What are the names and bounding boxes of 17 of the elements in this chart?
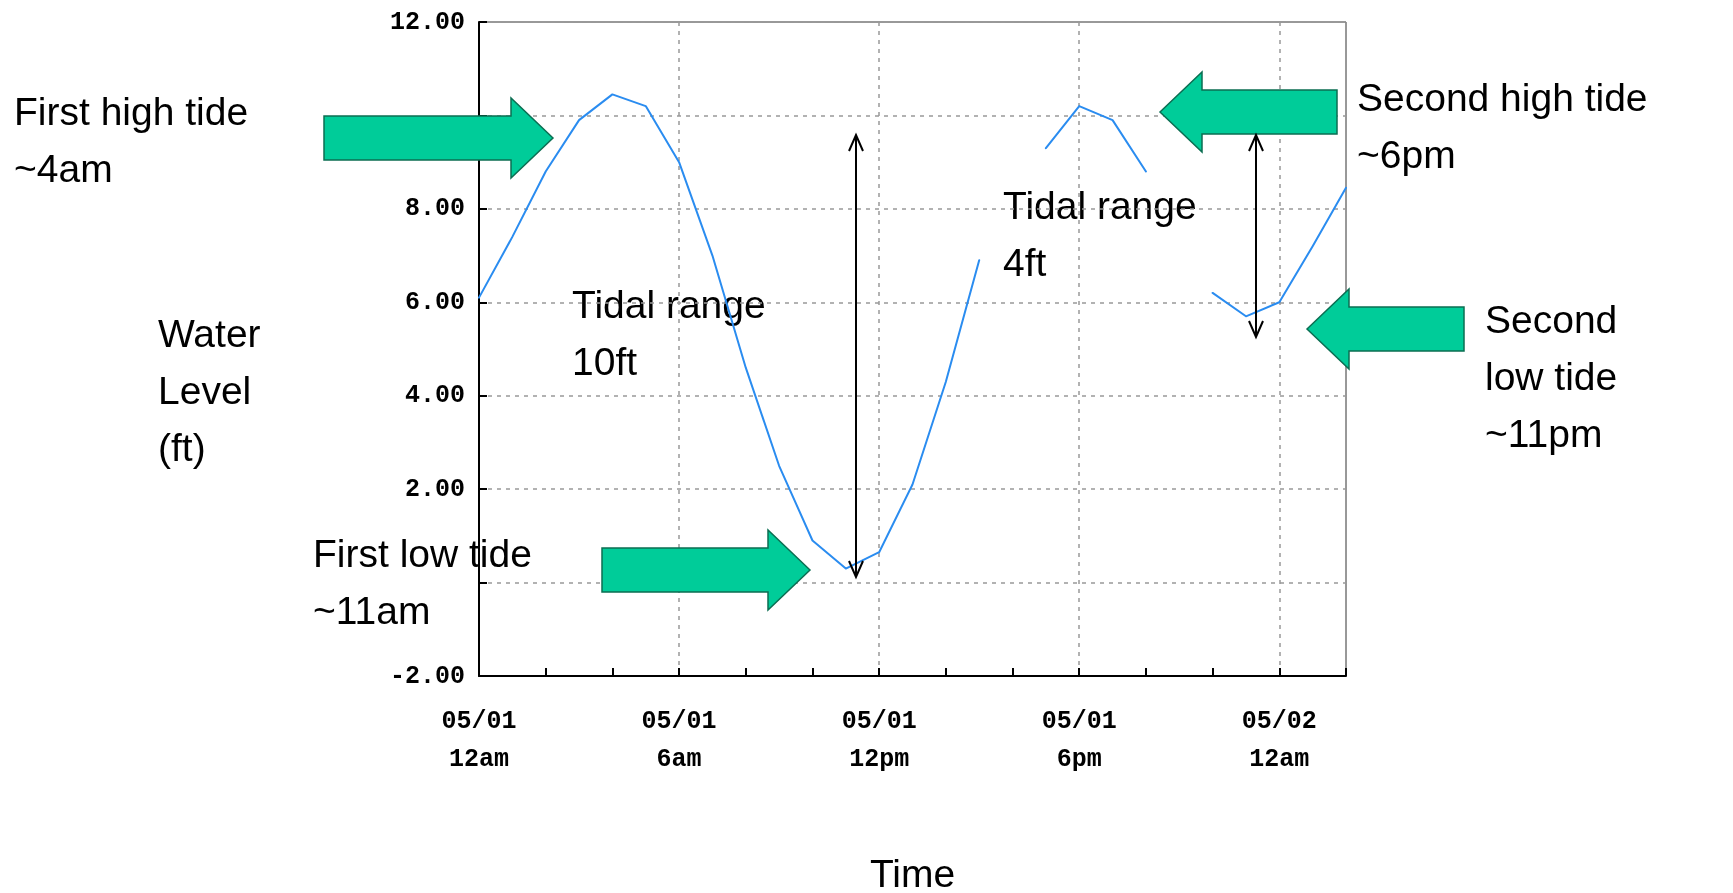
text: Second low tide ~11pm xyxy=(1485,298,1618,455)
x-tick-label: 05/01 6am xyxy=(641,706,717,774)
y-tick-label: 2.00 xyxy=(404,474,465,504)
y-tick-label: -2.00 xyxy=(389,661,465,691)
y-tick-label: 4.00 xyxy=(404,381,465,411)
y-tick-label: 12.00 xyxy=(389,7,465,37)
y-tick-label: 8.00 xyxy=(404,194,465,224)
x-tick-label: 05/02 12am xyxy=(1241,706,1317,774)
x-tick-label: 05/01 6pm xyxy=(1041,706,1117,774)
annotation: Tidal range 4ft xyxy=(1003,184,1197,284)
x-tick-label: 05/01 12am xyxy=(441,706,517,774)
y-axis-title: Water Level (ft) xyxy=(158,312,261,469)
x-axis-title: Time xyxy=(869,851,956,893)
x-tick-label: 05/01 12pm xyxy=(841,706,917,774)
y-tick-label: 6.00 xyxy=(404,287,465,317)
text: Second high tide ~6pm xyxy=(1357,76,1648,176)
text: First high tide ~4am xyxy=(14,90,249,190)
